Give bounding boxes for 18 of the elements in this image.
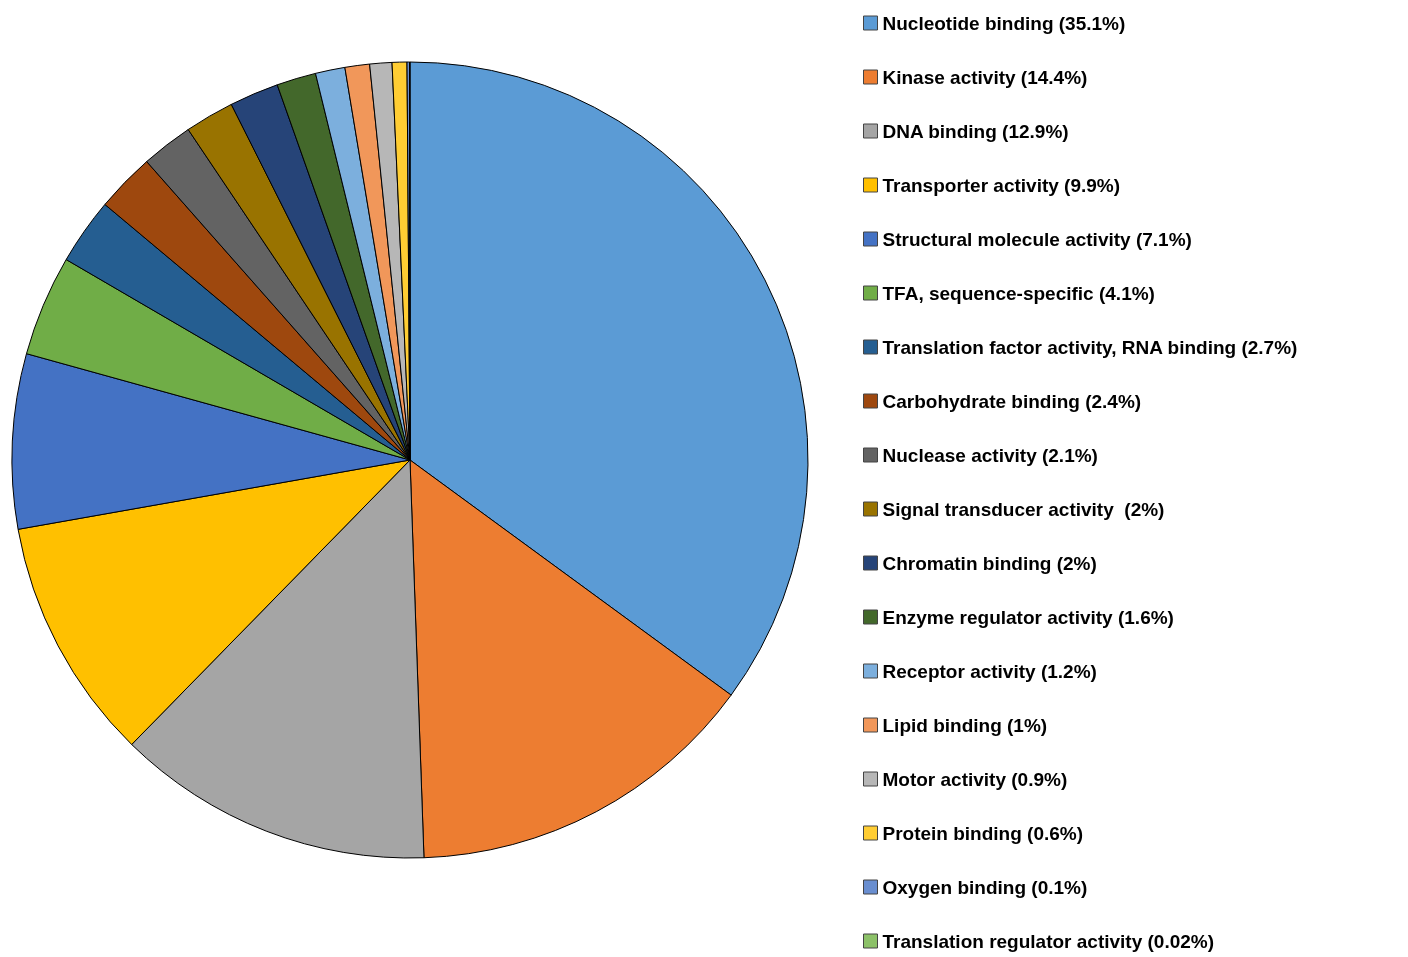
legend-label: Motor activity (0.9%) (882, 768, 1068, 790)
legend-label: Signal transducer activity (2%) (882, 498, 1165, 520)
legend-label: Translation regulator activity (0.02%) (882, 930, 1215, 952)
legend-label: Kinase activity (14.4%) (882, 66, 1088, 88)
legend-label: Lipid binding (1%) (882, 714, 1048, 736)
legend-label: Chromatin binding (2%) (882, 552, 1097, 574)
legend-label: DNA binding (12.9%) (882, 120, 1069, 142)
legend-label: Receptor activity (1.2%) (882, 660, 1097, 682)
legend-label: Enzyme regulator activity (1.6%) (882, 606, 1174, 628)
legend-label: Carbohydrate binding (2.4%) (882, 390, 1142, 412)
legend-label: Translation factor activity, RNA binding (2.7%) (882, 336, 1298, 358)
legend-label: Nuclease activity (2.1%) (882, 444, 1098, 466)
legend-label: Nucleotide binding (35.1%) (882, 12, 1126, 34)
legend-label: Transporter activity (9.9%) (882, 174, 1121, 196)
legend-label: Structural molecule activity (7.1%) (882, 228, 1192, 250)
legend-label: Oxygen binding (0.1%) (882, 876, 1088, 898)
legend-label: TFA, sequence-specific (4.1%) (882, 282, 1155, 304)
legend-label: Protein binding (0.6%) (882, 822, 1084, 844)
